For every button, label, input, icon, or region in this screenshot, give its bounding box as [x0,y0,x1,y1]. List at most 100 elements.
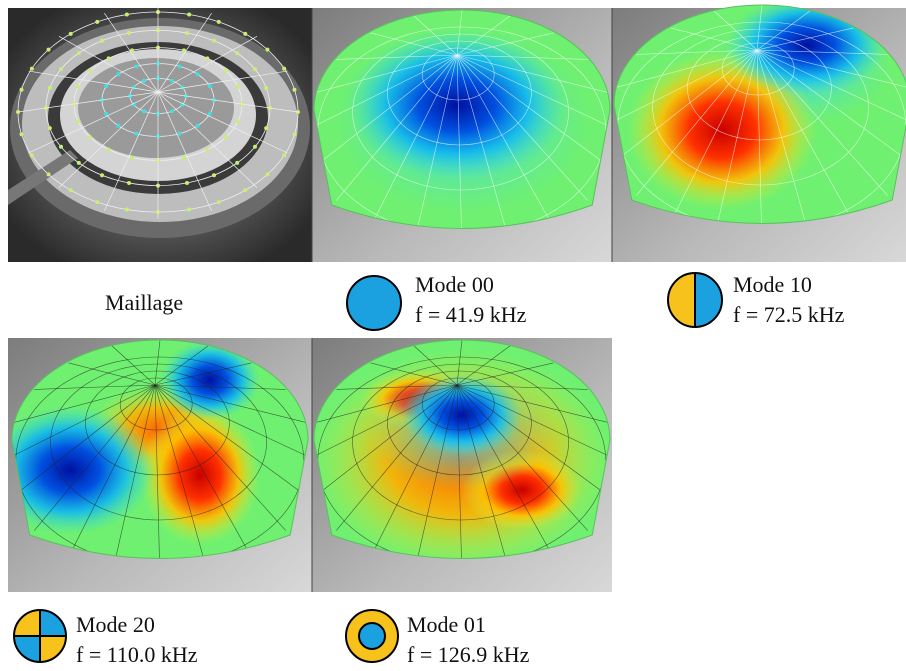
mesh-spoke [314,384,458,498]
mesh-node [181,48,186,53]
mesh-spoke [614,49,758,126]
mesh-spoke [456,384,610,498]
mesh-node [212,173,216,178]
mesh-spoke [456,384,588,390]
mesh-ring [85,370,230,476]
mesh-spoke [614,49,758,89]
mesh-spoke [111,384,156,559]
mesh-node [223,135,228,140]
mesh-spoke [670,49,758,223]
mode-frequency: f = 126.9 kHz [407,642,530,667]
mesh-spoke [456,384,610,424]
mesh-ring [387,40,532,146]
mesh-node [76,84,81,89]
mesh-node [177,64,182,69]
mesh-ring [50,363,267,521]
mesh-spoke [157,12,212,93]
mesh-node [142,78,146,83]
mesh-spoke [456,340,463,386]
mesh-node [187,12,192,17]
mesh-ring [652,28,869,186]
mesh-spoke [456,54,511,229]
mesh-node [127,31,132,36]
mesh-node [76,160,81,165]
mesh-ring [421,47,495,101]
mesh-spoke [456,384,511,559]
mesh-node [216,19,221,24]
mesh-node [106,56,111,61]
mode-frequency: f = 110.0 kHz [76,642,198,667]
mesh-ring [352,33,569,191]
mesh-spoke [636,49,758,55]
mesh-spoke [456,54,588,201]
mesh-spoke [456,384,610,461]
dome [314,340,610,559]
mesh-spoke [154,384,308,461]
mesh-spoke [370,54,458,228]
mesh-node [181,155,186,160]
mesh-spoke [68,362,156,386]
mesh-node [282,153,287,158]
mesh-node [235,119,240,124]
mesh-spoke [336,54,458,60]
dome [614,5,906,224]
mesh-spoke [12,384,156,424]
mesh-node [130,48,135,53]
mesh-ring [352,363,569,521]
mesh-spoke [370,362,458,386]
mesh-spoke [154,384,308,498]
mesh-spoke [756,49,763,224]
mesh-node [195,72,200,77]
mesh-spoke [157,91,299,113]
mesh-spoke [336,54,458,201]
dome [12,340,308,559]
mesh-spoke [157,36,258,93]
mode-icon [13,609,67,663]
mesh-node [29,66,34,71]
dome [314,10,610,229]
mesh-spoke [17,91,159,113]
mesh-spoke [314,54,458,94]
mesh-node [116,123,121,128]
mesh-spoke [154,384,286,390]
mesh-ring [721,42,795,96]
field-blob [347,30,567,180]
mesh-spoke [28,91,159,154]
dome-outline [313,339,611,559]
mesh-spoke [154,384,161,559]
dome-outline [11,339,309,559]
field-blob [160,340,260,420]
mesh-spoke [456,384,463,559]
mesh-spoke [314,54,458,168]
mesh-node [170,78,174,83]
mesh-node [142,109,146,114]
mode-name: Mode 00 [415,272,494,297]
mesh-spoke [756,49,906,163]
mesh-spoke [336,384,458,390]
mesh-spoke [756,5,763,51]
mesh-node [95,200,100,205]
mesh-spoke [157,91,258,188]
mesh-node [88,68,93,73]
mesh-node [68,31,73,36]
mesh-spoke [12,384,156,461]
mesh-spoke [614,49,758,163]
mesh-spoke [456,54,588,60]
mesh-spoke [456,32,554,56]
mesh-spoke [34,384,156,531]
mesh-spoke [756,49,888,196]
mesh-spoke [154,384,252,558]
mesh-node [195,123,200,128]
mesh-node [59,67,64,72]
mesh-spoke [336,384,458,531]
mesh-node [130,155,135,160]
mesh-spoke [456,54,463,229]
mesh-spoke [456,54,610,131]
mesh-node [124,207,129,212]
mesh-spoke [154,384,308,424]
field-blob [627,50,817,210]
mesh-spoke [157,91,288,154]
mesh-node [88,135,93,140]
mesh-node [76,119,81,124]
mesh-spoke [456,54,554,228]
